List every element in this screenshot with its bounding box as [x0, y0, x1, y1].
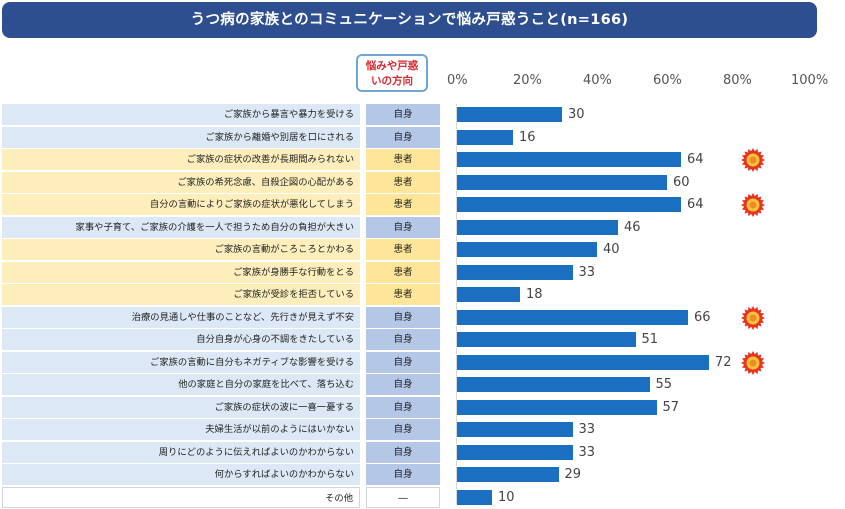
category-label: 自分の言動によりご家族の症状が悪化してしまう [2, 194, 360, 215]
direction-cell: 自身 [366, 396, 440, 418]
bar-value-label: 18 [526, 287, 543, 302]
category-label: 何からすればよいのかわからない [2, 464, 360, 485]
category-label: ご家族の希死念慮、自殺企図の心配がある [2, 171, 360, 193]
direction-cell: 自身 [366, 441, 440, 463]
bar [457, 107, 562, 122]
bar [457, 489, 492, 505]
bar [457, 264, 573, 280]
bar [457, 152, 681, 167]
x-tick-label: 40% [583, 73, 612, 88]
direction-cell: 自身 [366, 464, 440, 485]
x-tick-label: 80% [723, 73, 752, 88]
y-axis-line [456, 104, 457, 504]
bar [457, 467, 559, 482]
category-label: 周りにどのように伝えればよいのかわからない [2, 441, 360, 463]
x-tick-label: 100% [791, 73, 829, 88]
x-tick-label: 0% [447, 73, 468, 88]
bar [457, 399, 657, 415]
chart-title: うつ病の家族とのコミュニケーションで悩み戸惑うこと(n=166) [2, 2, 817, 38]
bar-value-label: 55 [655, 377, 673, 392]
category-label: 他の家庭と自分の家庭を比べて、落ち込む [2, 374, 360, 395]
direction-cell: ― [366, 486, 440, 508]
direction-cell: 自身 [366, 374, 440, 395]
bar-value-label: 64 [687, 197, 704, 212]
bar-value-label: 72 [715, 354, 732, 370]
category-label: ご家族から暴言や暴力を受ける [2, 104, 360, 125]
direction-cell: 自身 [366, 419, 440, 440]
category-label: その他 [2, 486, 360, 508]
highlight-burst-icon [741, 193, 765, 217]
bar [457, 242, 597, 257]
category-label: ご家族が受診を拒否している [2, 284, 360, 305]
category-label: ご家族の言動がころころとかわる [2, 239, 360, 260]
bar-value-label: 40 [603, 242, 620, 257]
direction-cell: 患者 [366, 239, 440, 260]
bar [457, 219, 618, 235]
category-label: ご家族の症状の改善が長期間みられない [2, 149, 360, 170]
direction-cell: 患者 [366, 284, 440, 305]
bar [457, 354, 709, 370]
highlight-burst-icon [741, 350, 765, 375]
bar-value-label: 51 [641, 332, 659, 347]
category-label: 家事や子育て、ご家族の介護を一人で担うため自分の負担が大きい [2, 216, 360, 238]
category-label: ご家族から離婚や別居を口にされる [2, 126, 360, 148]
bar-value-label: 57 [662, 399, 680, 415]
bar-value-label: 33 [578, 422, 596, 437]
bar [457, 287, 520, 302]
bar [457, 422, 573, 437]
direction-cell: 患者 [366, 171, 440, 193]
category-label: ご家族の症状の波に一喜一憂する [2, 396, 360, 418]
highlight-burst-icon [741, 305, 765, 330]
bar-value-label: 33 [578, 444, 596, 460]
direction-cell: 自身 [366, 216, 440, 238]
bar-value-label: 29 [564, 467, 582, 482]
category-label: ご家族の言動に自分もネガティブな影響を受ける [2, 351, 360, 373]
bar-value-label: 66 [694, 309, 711, 325]
direction-cell: 自身 [366, 329, 440, 350]
highlight-burst-icon [741, 148, 765, 172]
direction-cell: 自身 [366, 104, 440, 125]
direction-cell: 自身 [366, 351, 440, 373]
bar-value-label: 33 [578, 264, 596, 280]
bar-value-label: 64 [687, 152, 704, 167]
bar-value-label: 16 [519, 129, 536, 145]
bar-value-label: 10 [498, 489, 515, 505]
bar-value-label: 60 [673, 174, 690, 190]
direction-cell: 患者 [366, 194, 440, 215]
bar [457, 444, 573, 460]
bar [457, 197, 681, 212]
bar [457, 332, 636, 347]
direction-cell: 自身 [366, 306, 440, 328]
category-label: ご家族が身勝手な行動をとる [2, 261, 360, 283]
bar-value-label: 46 [624, 219, 641, 235]
category-label: 治療の見通しや仕事のことなど、先行きが見えず不安 [2, 306, 360, 328]
direction-column-header: 悩みや戸惑 いの方向 [356, 54, 428, 92]
direction-cell: 患者 [366, 261, 440, 283]
bar-value-label: 30 [568, 107, 585, 122]
direction-header-line-2: いの方向 [371, 75, 413, 87]
category-label: 自分自身が心身の不調をきたしている [2, 329, 360, 350]
bar [457, 174, 667, 190]
direction-cell: 自身 [366, 126, 440, 148]
direction-header-line-1: 悩みや戸惑 [365, 60, 419, 72]
x-tick-label: 20% [513, 73, 542, 88]
bar [457, 377, 650, 392]
bar [457, 129, 513, 145]
direction-cell: 患者 [366, 149, 440, 170]
bar [457, 309, 688, 325]
x-tick-label: 60% [653, 73, 682, 88]
category-label: 夫婦生活が以前のようにはいかない [2, 419, 360, 440]
